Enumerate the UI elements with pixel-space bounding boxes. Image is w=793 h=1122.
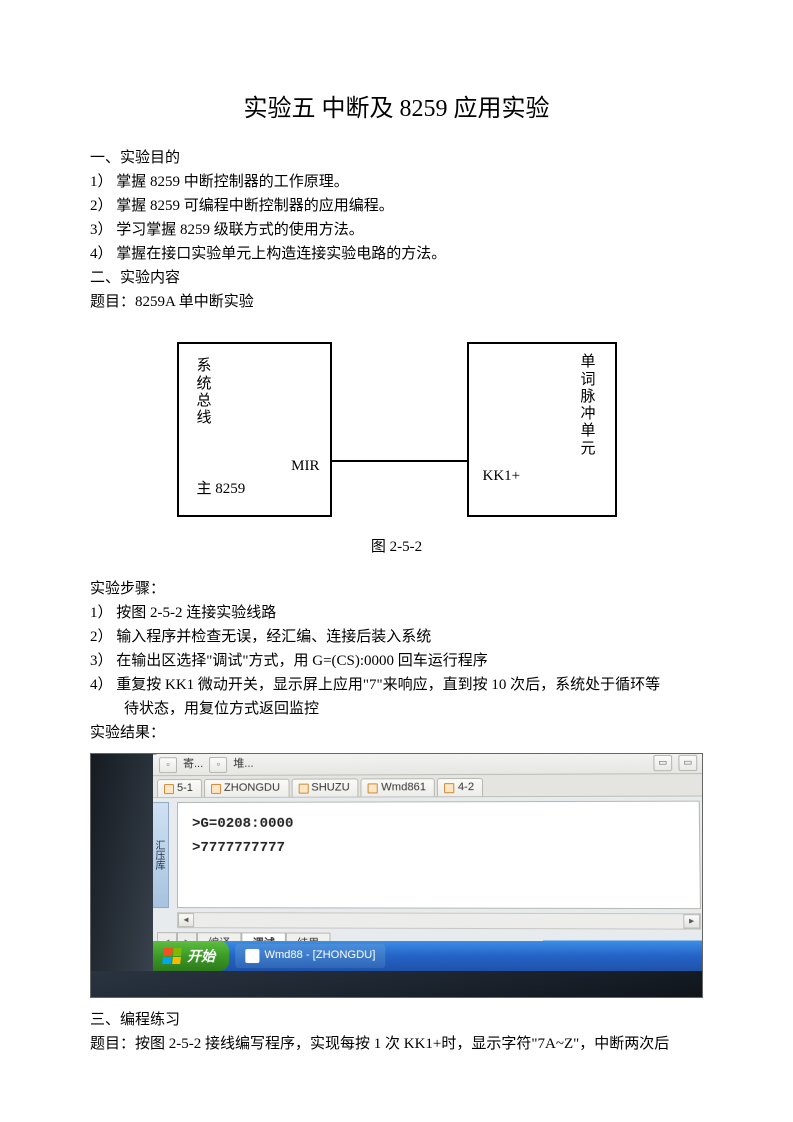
block-diagram: 系统总线 MIR 主 8259 单词脉冲单元 KK1+ (90, 342, 703, 517)
box-pulse-unit: 单词脉冲单元 KK1+ (467, 342, 617, 517)
editor-line: >G=0208:0000 (192, 812, 684, 837)
connector-line (332, 460, 467, 462)
windows-logo-icon (162, 948, 182, 964)
toolbar-btn[interactable]: ▫ (159, 757, 177, 773)
label-main-8259: 主 8259 (197, 477, 246, 501)
result-screenshot: ▫ 寄... ▫ 堆... ▭ ▭ 5-1 ZHONGDU SHUZU Wmd8… (90, 753, 703, 998)
label-pulse-unit: 单词脉冲单元 (581, 354, 597, 458)
file-tabs: 5-1 ZHONGDU SHUZU Wmd861 4-2 (153, 774, 703, 798)
file-tab[interactable]: SHUZU (291, 779, 359, 797)
monitor-bezel-bottom (91, 971, 702, 997)
file-tab[interactable]: Wmd861 (361, 779, 436, 797)
page-title: 实验五 中断及 8259 应用实验 (90, 90, 703, 128)
scroll-right-icon[interactable]: ► (683, 915, 700, 929)
result-head: 实验结果： (90, 721, 703, 745)
sec1-head: 一、实验目的 (90, 146, 703, 170)
windows-taskbar: 开始 Wmd88 - [ZHONGDU] (153, 941, 703, 972)
sec1-i4: 4） 掌握在接口实验单元上构造连接实验电路的方法。 (90, 242, 703, 266)
step-1: 1） 按图 2-5-2 连接实验线路 (90, 601, 703, 625)
label-kk1: KK1+ (483, 464, 521, 488)
scroll-left-icon[interactable]: ◄ (178, 913, 194, 927)
toolbar-btn[interactable]: ▭ (653, 755, 672, 771)
step-3: 3） 在输出区选择"调试"方式，用 G=(CS):0000 回车运行程序 (90, 649, 703, 673)
file-tab[interactable]: 5-1 (157, 779, 202, 797)
side-panel: 汇压库 (153, 802, 169, 908)
label-system-bus: 系统总线 (197, 358, 213, 427)
sec2-head: 二、实验内容 (90, 266, 703, 290)
editor-line: >7777777777 (192, 837, 685, 861)
steps-head: 实验步骤： (90, 577, 703, 601)
editor-pane[interactable]: >G=0208:0000 >7777777777 (177, 801, 701, 909)
toolbar: ▫ 寄... ▫ 堆... ▭ ▭ (153, 753, 703, 776)
toolbar-label-2: 堆... (233, 756, 253, 774)
sec3-head: 三、编程练习 (90, 1008, 703, 1032)
step-4b: 待状态，用复位方式返回监控 (90, 697, 703, 721)
step-2: 2） 输入程序并检查无误，经汇编、连接后装入系统 (90, 625, 703, 649)
app-icon (245, 949, 259, 963)
label-mir: MIR (291, 454, 319, 478)
step-4a: 4） 重复按 KK1 微动开关，显示屏上应用"7"来响应，直到按 10 次后，系… (90, 673, 703, 697)
taskbar-item[interactable]: Wmd88 - [ZHONGDU] (235, 944, 385, 968)
sec1-i3: 3） 学习掌握 8259 级联方式的使用方法。 (90, 218, 703, 242)
sec2-topic: 题目：8259A 单中断实验 (90, 290, 703, 314)
box-system-bus: 系统总线 MIR 主 8259 (177, 342, 332, 517)
h-scrollbar[interactable]: ◄ ► (177, 912, 701, 930)
file-tab[interactable]: ZHONGDU (204, 779, 289, 797)
sec1-i1: 1） 掌握 8259 中断控制器的工作原理。 (90, 170, 703, 194)
toolbar-btn[interactable]: ▫ (209, 757, 227, 773)
sec3-topic: 题目：按图 2-5-2 接线编写程序，实现每按 1 次 KK1+时，显示字符"7… (90, 1032, 703, 1056)
toolbar-label-1: 寄... (183, 756, 203, 774)
toolbar-btn[interactable]: ▭ (678, 755, 697, 771)
figure-caption: 图 2-5-2 (90, 535, 703, 559)
start-button[interactable]: 开始 (153, 941, 229, 971)
file-tab[interactable]: 4-2 (437, 778, 483, 796)
monitor-bezel-left (91, 754, 153, 997)
sec1-i2: 2） 掌握 8259 可编程中断控制器的应用编程。 (90, 194, 703, 218)
